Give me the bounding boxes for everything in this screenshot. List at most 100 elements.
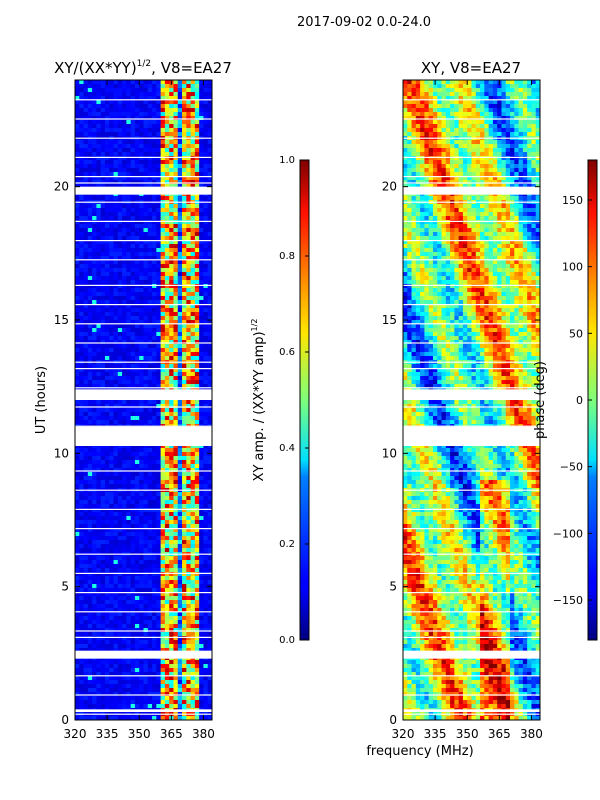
- left-heatmap-cell: [186, 516, 191, 521]
- left-heatmap-cell: [160, 600, 166, 605]
- left-heatmap-cell: [199, 680, 204, 685]
- left-heatmap-cell: [199, 312, 204, 317]
- left-heatmap-cell: [113, 236, 119, 241]
- left-heatmap-cell: [203, 516, 209, 521]
- left-heatmap-cell: [113, 332, 119, 337]
- left-heatmap-cell: [160, 496, 166, 501]
- left-heatmap-cell: [177, 144, 183, 149]
- left-heatmap-cell: [75, 80, 80, 85]
- left-heatmap-cell: [100, 268, 106, 273]
- left-heatmap-cell: [190, 340, 196, 345]
- left-heatmap-cell: [199, 128, 204, 133]
- left-heatmap-cell: [117, 244, 123, 249]
- left-heatmap-cell: [143, 628, 149, 633]
- left-heatmap-cell: [194, 256, 200, 261]
- left-heatmap-cell: [177, 616, 183, 621]
- left-heatmap-cell: [92, 624, 97, 629]
- left-heatmap-cell: [100, 180, 106, 185]
- left-heatmap-cell: [177, 304, 183, 309]
- left-heatmap-cell: [87, 296, 93, 301]
- left-heatmap-cell: [182, 256, 187, 261]
- left-heatmap-cell: [87, 468, 93, 473]
- left-heatmap-cell: [147, 504, 153, 509]
- left-heatmap-cell: [109, 468, 114, 473]
- left-heatmap-cell: [134, 580, 140, 585]
- left-heatmap-cell: [186, 156, 191, 161]
- left-heatmap-cell: [79, 348, 84, 353]
- left-heatmap-cell: [182, 132, 187, 137]
- left-heatmap-cell: [152, 256, 157, 261]
- left-heatmap-cell: [113, 340, 119, 345]
- left-heatmap-cell: [100, 104, 106, 109]
- left-heatmap-cell: [130, 316, 136, 321]
- left-heatmap-cell: [122, 196, 127, 201]
- left-heatmap-cell: [100, 612, 106, 617]
- left-heatmap-cell: [177, 100, 183, 105]
- left-heatmap-cell: [177, 152, 183, 157]
- left-heatmap-cell: [79, 276, 84, 281]
- left-heatmap-cell: [130, 504, 136, 509]
- left-heatmap-cell: [194, 320, 200, 325]
- left-heatmap-cell: [169, 168, 174, 173]
- left-heatmap-cell: [173, 404, 179, 409]
- left-heatmap-cell: [169, 368, 174, 373]
- left-heatmap-cell: [147, 588, 153, 593]
- left-heatmap-cell: [126, 92, 131, 97]
- left-heatmap-cell: [182, 196, 187, 201]
- left-heatmap-cell: [177, 300, 183, 305]
- left-heatmap-cell: [156, 88, 161, 93]
- left-heatmap-cell: [173, 332, 179, 337]
- left-heatmap-cell: [87, 684, 93, 689]
- left-heatmap-cell: [100, 300, 106, 305]
- left-heatmap-cell: [75, 644, 80, 649]
- left-heatmap-cell: [207, 480, 212, 485]
- left-heatmap-cell: [117, 344, 123, 349]
- left-heatmap-cell: [92, 124, 97, 129]
- left-heatmap-cell: [100, 540, 106, 545]
- left-heatmap-cell: [92, 700, 97, 705]
- left-heatmap-cell: [194, 420, 200, 425]
- left-heatmap-cell: [139, 568, 144, 573]
- left-heatmap-cell: [177, 444, 183, 449]
- left-heatmap-cell: [126, 636, 131, 641]
- left-heatmap-cell: [87, 588, 93, 593]
- left-heatmap-cell: [143, 348, 149, 353]
- left-heatmap-cell: [186, 356, 191, 361]
- left-heatmap-cell: [203, 260, 209, 265]
- left-heatmap-cell: [152, 328, 157, 333]
- left-heatmap-cell: [147, 364, 153, 369]
- left-heatmap-cell: [139, 464, 144, 469]
- left-heatmap-cell: [199, 352, 204, 357]
- left-heatmap-cell: [83, 504, 89, 509]
- left-heatmap-cell: [177, 632, 183, 637]
- left-heatmap-cell: [104, 592, 110, 597]
- left-heatmap-cell: [160, 460, 166, 465]
- left-heatmap-cell: [203, 496, 209, 501]
- left-heatmap-cell: [75, 248, 80, 253]
- left-heatmap-cell: [182, 408, 187, 413]
- left-heatmap-cell: [199, 96, 204, 101]
- left-heatmap-cell: [87, 636, 93, 641]
- left-heatmap-cell: [79, 420, 84, 425]
- left-heatmap-cell: [186, 100, 191, 105]
- left-heatmap-cell: [182, 660, 187, 665]
- left-heatmap-cell: [113, 100, 119, 105]
- left-heatmap-cell: [104, 692, 110, 697]
- left-heatmap-cell: [177, 604, 183, 609]
- left-heatmap-cell: [194, 240, 200, 245]
- left-heatmap-cell: [169, 148, 174, 153]
- left-heatmap-cell: [164, 324, 170, 329]
- left-heatmap-cell: [143, 676, 149, 681]
- left-heatmap-cell: [199, 196, 204, 201]
- left-heatmap-cell: [113, 364, 119, 369]
- left-heatmap-cell: [75, 580, 80, 585]
- left-heatmap-cell: [152, 160, 157, 165]
- left-heatmap-cell: [207, 348, 212, 353]
- left-heatmap-cell: [109, 256, 114, 261]
- left-heatmap-cell: [117, 608, 123, 613]
- left-heatmap-cell: [156, 216, 161, 221]
- left-heatmap-cell: [83, 332, 89, 337]
- left-heatmap-cell: [147, 464, 153, 469]
- left-heatmap-cell: [92, 616, 97, 621]
- left-heatmap-cell: [147, 104, 153, 109]
